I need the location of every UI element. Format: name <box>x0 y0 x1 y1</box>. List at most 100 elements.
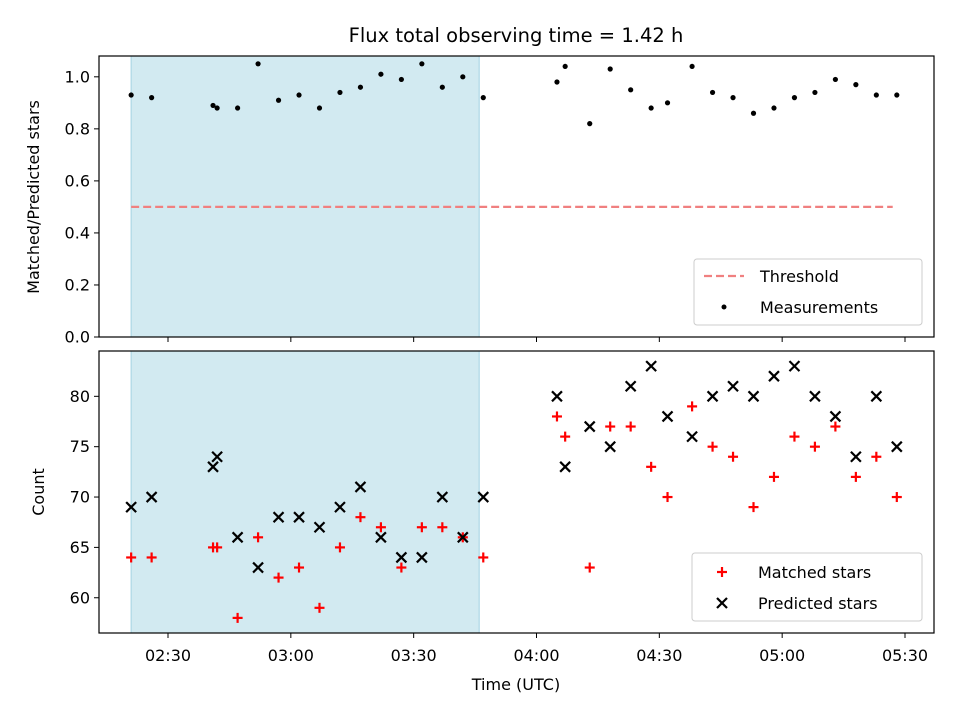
measurement-point <box>812 89 818 96</box>
predicted-point <box>686 430 698 443</box>
x-tick-label: 02:30 <box>145 646 191 665</box>
measurement-point <box>439 84 445 90</box>
legend-measurements-swatch <box>721 304 727 310</box>
predicted-point <box>747 390 760 403</box>
matched-point <box>478 552 489 563</box>
predicted-point <box>477 491 490 503</box>
measurement-point <box>554 79 560 85</box>
predicted-point-b <box>395 551 408 564</box>
measurement-point <box>607 66 613 72</box>
predicted-point-b <box>457 531 469 544</box>
predicted-point-b <box>747 390 760 403</box>
predicted-point-b <box>809 390 821 403</box>
measurement-point <box>378 71 384 77</box>
predicted-point <box>661 410 674 423</box>
top-legend-box <box>693 258 923 326</box>
top-legend: Threshold Measurements <box>693 258 923 326</box>
matched-point <box>850 471 861 482</box>
legend-x <box>716 597 728 609</box>
legend-matched-label: Matched stars <box>758 563 871 582</box>
legend-measurements-label: Measurements <box>760 298 878 317</box>
measurement-point <box>337 89 343 96</box>
matched-point <box>768 471 779 482</box>
legend-plus <box>717 567 727 577</box>
bottom-panel-frame <box>98 350 935 634</box>
top-panel-marks <box>128 61 900 209</box>
matched-point <box>396 562 407 573</box>
x-tick-label: 05:00 <box>759 646 805 665</box>
measurement-point <box>873 92 879 98</box>
top-panel-x-ticks <box>167 337 906 342</box>
matched-point <box>253 532 264 543</box>
predicted-point-b <box>334 501 346 513</box>
predicted-point-b <box>559 461 571 473</box>
y-tick-label: 0.4 <box>65 223 90 242</box>
predicted-point <box>252 561 264 574</box>
matched-point <box>416 522 427 533</box>
predicted-point-b <box>829 410 842 423</box>
matched-point <box>273 572 284 583</box>
bottom-panel-y-ticks: 60 65 70 75 80 <box>70 387 99 607</box>
matched-point <box>605 421 616 432</box>
top-panel: 0.0 0.2 0.4 0.6 0.8 1.0 Matched/Predicted sta… <box>24 55 935 347</box>
x-tick-label: 04:30 <box>636 646 682 665</box>
matched-point <box>809 441 820 452</box>
predicted-point <box>706 390 719 403</box>
measurement-point <box>709 89 716 96</box>
measurement-point <box>255 61 261 67</box>
matched-point <box>334 542 345 553</box>
shaded-interval <box>131 56 480 337</box>
measurement-point <box>398 76 404 83</box>
predicted-point-b <box>583 420 596 433</box>
predicted-point <box>207 461 219 473</box>
bottom-legend: Matched stars Predicted stars <box>691 552 923 622</box>
y-tick-label: 0.2 <box>65 275 90 294</box>
predicted-point <box>850 450 862 463</box>
measurement-point <box>480 95 486 101</box>
predicted-point-b <box>354 481 367 493</box>
bottom-panel-y-label: Count <box>29 468 48 516</box>
predicted-point <box>395 551 408 564</box>
matched-point <box>646 461 657 472</box>
measurement-point <box>235 105 241 111</box>
predicted-point <box>334 501 346 513</box>
predicted-point-b <box>645 360 657 372</box>
predicted-point <box>436 491 449 503</box>
y-tick-label: 1.0 <box>65 67 90 86</box>
matched-point <box>707 441 718 452</box>
predicted-point <box>211 450 223 463</box>
top-panel-y-label: Matched/Predicted stars <box>24 100 43 294</box>
legend-predicted-swatch <box>716 597 728 609</box>
predicted-point-b <box>207 461 219 473</box>
predicted-point-b <box>661 410 674 423</box>
predicted-point-b <box>436 491 449 503</box>
matched-point <box>830 421 841 432</box>
bottom-panel-background <box>130 351 480 633</box>
predicted-point <box>354 481 367 493</box>
predicted-point <box>809 390 821 403</box>
predicted-point <box>624 380 637 393</box>
predicted-point <box>870 390 883 403</box>
predicted-point-b <box>891 440 903 453</box>
measurement-point <box>750 110 757 116</box>
predicted-point <box>272 511 285 523</box>
matched-point <box>687 401 698 412</box>
measurement-point <box>210 102 216 109</box>
matched-point <box>662 492 673 503</box>
x-tick-label: 03:30 <box>391 646 437 665</box>
predicted-point-b <box>768 370 780 382</box>
y-tick-label: 60 <box>70 588 90 607</box>
predicted-point <box>293 511 305 523</box>
predicted-point-b <box>125 501 137 513</box>
top-panel-background <box>130 56 480 337</box>
measurement-point <box>149 95 155 101</box>
predicted-point <box>768 370 780 382</box>
predicted-point-b <box>272 511 285 523</box>
predicted-point-b <box>788 360 801 372</box>
predicted-point <box>788 360 801 372</box>
predicted-point-b <box>145 491 158 503</box>
y-tick-label: 75 <box>70 437 90 456</box>
predicted-point-b <box>211 450 223 463</box>
y-tick-label: 70 <box>70 488 90 507</box>
